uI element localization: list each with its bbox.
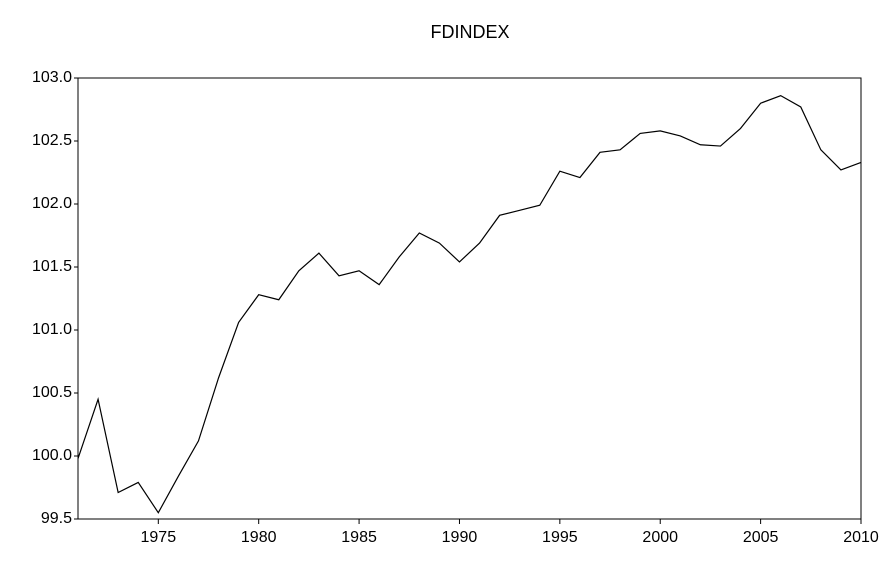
y-tick-label: 103.0 (32, 69, 72, 86)
y-tick-label: 102.0 (32, 195, 72, 212)
y-tick-label: 100.5 (32, 384, 72, 401)
x-tick-label: 2000 (642, 529, 678, 546)
chart-title: FDINDEX (430, 22, 509, 42)
x-tick-label: 2005 (743, 529, 779, 546)
x-tick-label: 1985 (341, 529, 377, 546)
y-tick-label: 101.5 (32, 258, 72, 275)
y-tick-label: 101.0 (32, 321, 72, 338)
line-series (77, 94, 862, 514)
x-tick-label: 2010 (843, 529, 879, 546)
x-tick-label: 1980 (241, 529, 277, 546)
x-tick-label: 1975 (141, 529, 177, 546)
x-tick-label: 1995 (542, 529, 578, 546)
x-tick-label: 1990 (442, 529, 478, 546)
y-tick-label: 99.5 (41, 510, 72, 527)
y-tick-label: 102.5 (32, 132, 72, 149)
y-tick-label: 100.0 (32, 447, 72, 464)
plot-frame (77, 77, 862, 520)
